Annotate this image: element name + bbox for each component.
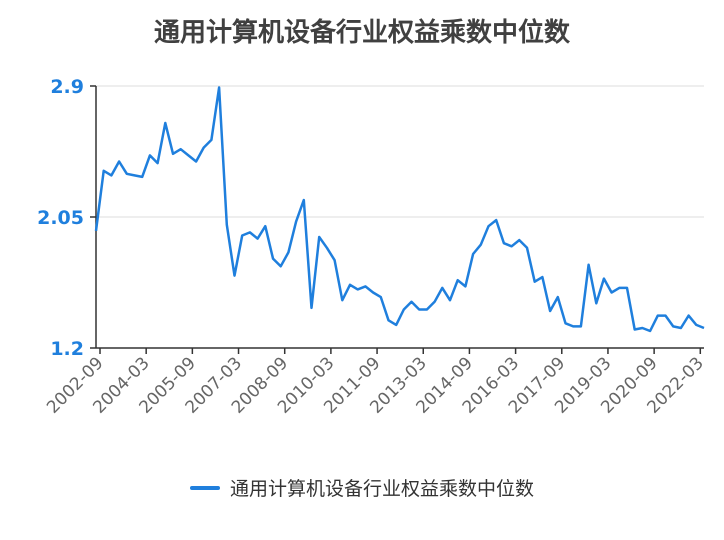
series-line [94,86,705,333]
legend: 通用计算机设备行业权益乘数中位数 [0,474,724,501]
axes [95,86,704,349]
legend-label: 通用计算机设备行业权益乘数中位数 [229,478,534,500]
x-tick-labels: 2002-092004-032005-092007-032008-092010-… [43,348,708,418]
y-tick-label: 2.05 [37,207,84,229]
series-lines [94,86,705,333]
y-tick-labels: 1.2 2.05 2.9 [37,76,84,360]
y-tick-label: 2.9 [50,76,84,98]
y-tick-label: 1.2 [50,338,84,360]
chart-title: 通用计算机设备行业权益乘数中位数 [153,18,570,48]
gridlines [90,85,704,349]
legend-swatch [189,485,220,490]
